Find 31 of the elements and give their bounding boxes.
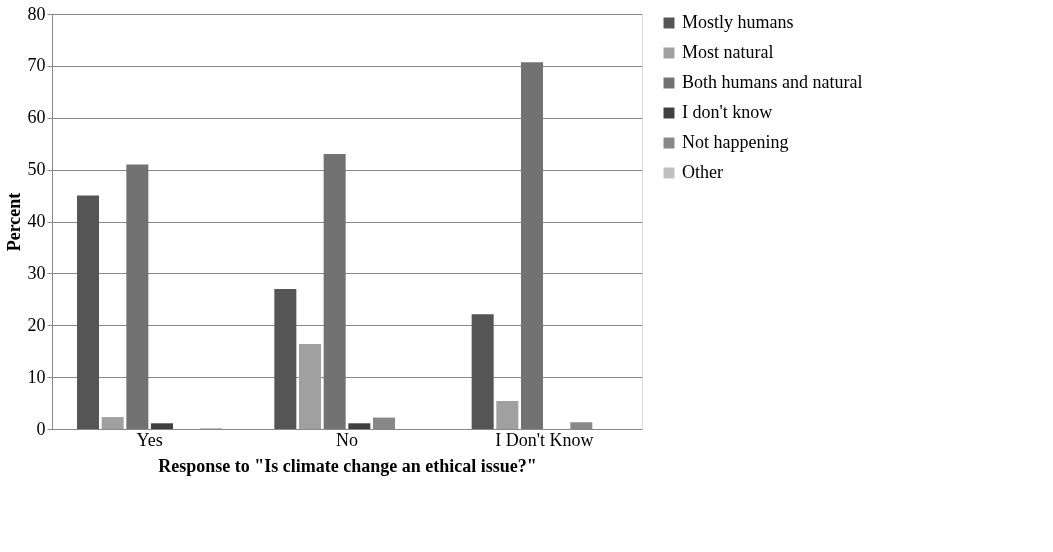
legend-label: Both humans and natural: [682, 72, 863, 92]
x-tick-label: I Don't Know: [495, 429, 594, 450]
bar: [101, 417, 124, 429]
bar: [520, 62, 543, 429]
y-tick-label: 20: [27, 314, 46, 335]
y-tick-label: 80: [27, 3, 46, 24]
y-tick-label: 30: [27, 262, 46, 283]
y-tick-label: 70: [27, 55, 46, 76]
x-tick-label: No: [336, 429, 358, 450]
y-tick-label: 0: [36, 418, 46, 439]
bar: [496, 400, 519, 429]
legend-label: Other: [682, 162, 723, 182]
bar: [471, 314, 494, 429]
legend-label: Most natural: [682, 42, 774, 62]
bar: [274, 288, 297, 429]
legend-label: Mostly humans: [682, 12, 794, 32]
bar: [299, 343, 321, 429]
y-tick-label: 50: [27, 159, 46, 180]
y-axis-title: Percent: [3, 192, 24, 252]
bar: [151, 423, 174, 429]
bar: [77, 195, 100, 429]
bar: [323, 154, 346, 429]
bar: [348, 423, 371, 429]
y-tick-label: 10: [27, 366, 46, 387]
legend-label: I don't know: [682, 102, 773, 122]
y-tick-label: 40: [27, 211, 46, 231]
x-tick-label: Yes: [136, 429, 163, 450]
bar: [126, 164, 149, 429]
y-tick-label: 60: [27, 107, 46, 128]
legend-label: Not happening: [682, 132, 789, 152]
x-axis-title: Response to "Is climate change an ethical issue?": [158, 455, 537, 476]
